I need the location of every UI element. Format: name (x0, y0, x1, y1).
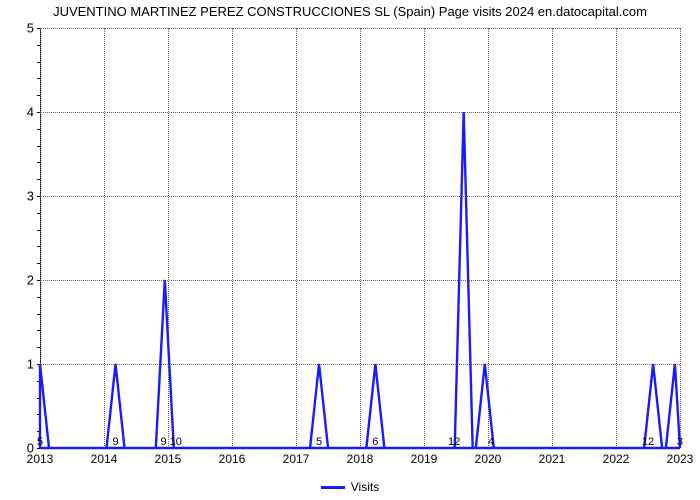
x-tick-label: 2013 (27, 448, 54, 466)
x-tick-label: 2017 (283, 448, 310, 466)
data-label: 9 10 (160, 436, 181, 448)
x-tick-label: 2018 (347, 448, 374, 466)
data-label: 4 (488, 436, 494, 448)
x-tick-label: 2016 (219, 448, 246, 466)
legend-label: Visits (351, 480, 379, 494)
data-label: 5 (37, 436, 43, 448)
x-tick-label: 2023 (667, 448, 694, 466)
chart-title: JUVENTINO MARTINEZ PEREZ CONSTRUCCIONES … (0, 4, 700, 19)
data-label: 9 (112, 436, 118, 448)
gridline-v (680, 28, 681, 448)
legend: Visits (0, 480, 700, 494)
data-label: 5 (316, 436, 322, 448)
data-label: 12 (642, 436, 654, 448)
series-line (40, 28, 680, 448)
plot-area: 0123452013201420152016201720182019202020… (40, 28, 680, 448)
data-label: 6 (372, 436, 378, 448)
legend-swatch (321, 486, 345, 489)
data-label: 12 (448, 436, 460, 448)
x-tick-label: 2015 (155, 448, 182, 466)
chart-container: JUVENTINO MARTINEZ PEREZ CONSTRUCCIONES … (0, 0, 700, 500)
x-tick-label: 2021 (539, 448, 566, 466)
x-tick-label: 2019 (411, 448, 438, 466)
x-tick-label: 2020 (475, 448, 502, 466)
x-tick-label: 2022 (603, 448, 630, 466)
data-label: 3 (677, 436, 683, 448)
x-tick-label: 2014 (91, 448, 118, 466)
